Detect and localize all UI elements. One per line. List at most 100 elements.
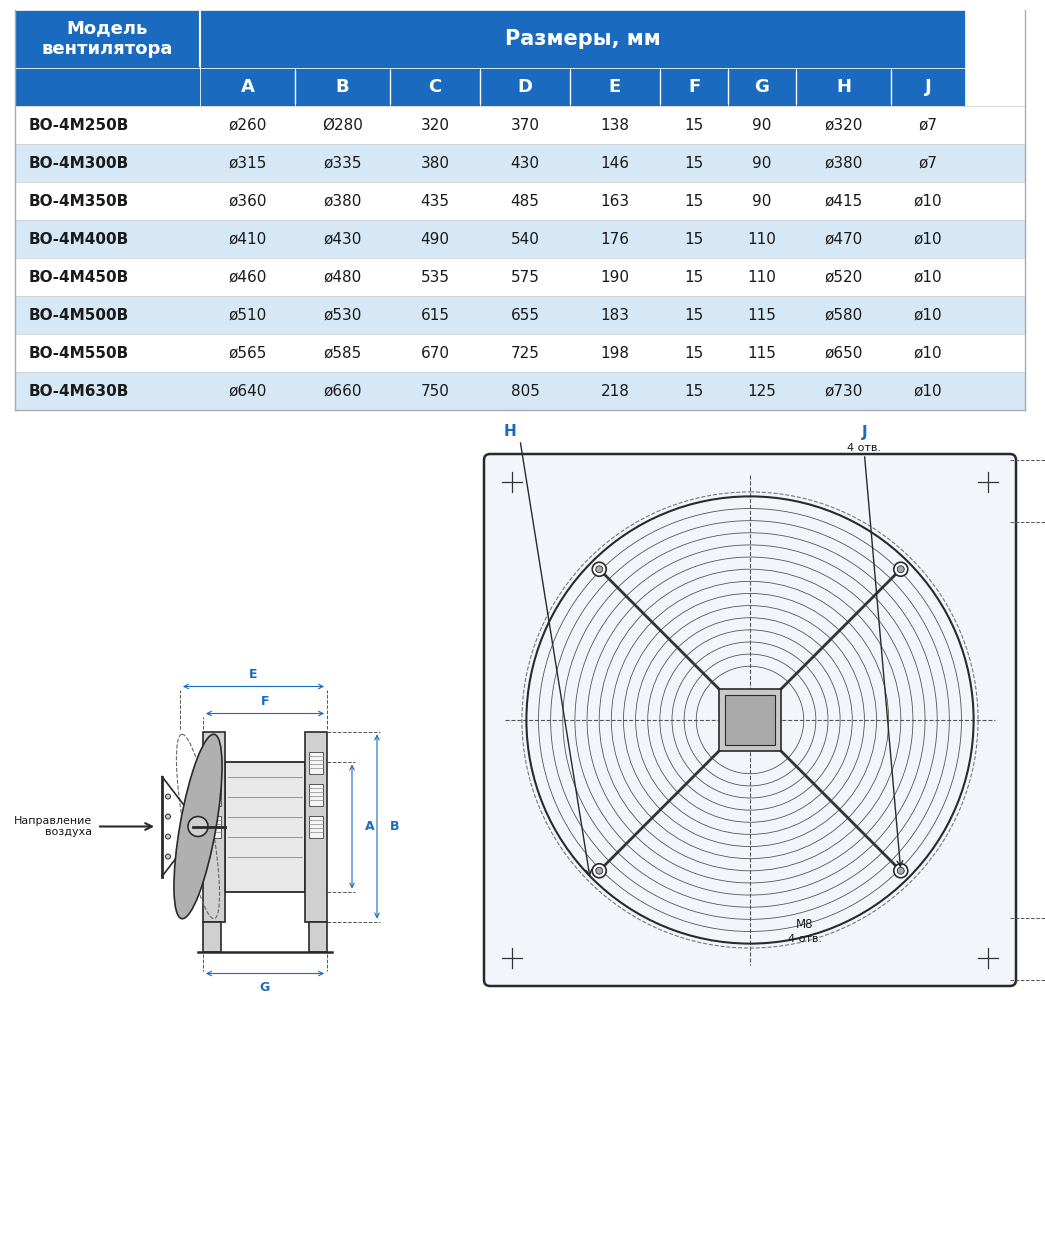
- Text: ВО-4М630В: ВО-4М630В: [29, 383, 130, 398]
- Text: A: A: [240, 78, 254, 96]
- Circle shape: [165, 834, 170, 840]
- Text: ø415: ø415: [825, 193, 862, 208]
- Text: ø580: ø580: [825, 307, 862, 322]
- Text: ВО-4М300В: ВО-4М300В: [29, 155, 130, 170]
- Bar: [15, 296, 1025, 335]
- Bar: [295, 68, 390, 107]
- Bar: [15, 68, 200, 107]
- Text: 535: 535: [420, 269, 449, 284]
- Text: 115: 115: [747, 307, 776, 322]
- Text: J: J: [861, 425, 867, 440]
- Text: ø10: ø10: [913, 269, 943, 284]
- Text: ø10: ø10: [913, 346, 943, 361]
- Text: 190: 190: [601, 269, 629, 284]
- Text: 183: 183: [601, 307, 629, 322]
- Bar: [203, 732, 225, 921]
- Text: E: E: [609, 78, 621, 96]
- Circle shape: [165, 794, 170, 799]
- Text: 615: 615: [420, 307, 449, 322]
- Text: ø10: ø10: [913, 232, 943, 247]
- Text: 218: 218: [601, 383, 629, 398]
- Bar: [309, 816, 323, 837]
- Text: 110: 110: [747, 232, 776, 247]
- Text: 320: 320: [420, 118, 449, 133]
- Text: 540: 540: [511, 232, 539, 247]
- Bar: [15, 10, 200, 68]
- Text: ø730: ø730: [825, 383, 863, 398]
- Text: F: F: [261, 695, 270, 708]
- Text: 146: 146: [601, 155, 629, 170]
- Text: 90: 90: [752, 193, 771, 208]
- Text: 15: 15: [684, 307, 703, 322]
- Bar: [390, 68, 480, 107]
- Text: ø430: ø430: [323, 232, 362, 247]
- Text: ø7: ø7: [919, 118, 937, 133]
- Text: ø315: ø315: [228, 155, 266, 170]
- Bar: [796, 68, 891, 107]
- Text: ВО-4М350В: ВО-4М350В: [29, 193, 130, 208]
- Text: ø320: ø320: [825, 118, 863, 133]
- Text: H: H: [836, 78, 851, 96]
- Text: 90: 90: [752, 155, 771, 170]
- Text: C: C: [428, 78, 442, 96]
- Text: ø650: ø650: [825, 346, 863, 361]
- Text: H: H: [504, 425, 516, 440]
- Bar: [570, 68, 660, 107]
- Text: 176: 176: [601, 232, 629, 247]
- Circle shape: [596, 867, 603, 875]
- Text: 4 отв.: 4 отв.: [788, 933, 822, 944]
- Circle shape: [893, 863, 908, 878]
- Text: ø640: ø640: [228, 383, 266, 398]
- Bar: [309, 783, 323, 806]
- Text: 115: 115: [747, 346, 776, 361]
- Bar: [728, 68, 796, 107]
- Text: ø470: ø470: [825, 232, 862, 247]
- Circle shape: [898, 867, 904, 875]
- Bar: [225, 762, 305, 891]
- Text: ВО-4М550В: ВО-4М550В: [29, 346, 130, 361]
- Text: 750: 750: [420, 383, 449, 398]
- Bar: [207, 752, 220, 773]
- Text: M8: M8: [796, 918, 814, 931]
- Text: 370: 370: [511, 118, 539, 133]
- Text: ø10: ø10: [913, 193, 943, 208]
- Text: 15: 15: [684, 346, 703, 361]
- Text: ø460: ø460: [228, 269, 266, 284]
- Bar: [15, 182, 1025, 221]
- Text: ø260: ø260: [228, 118, 266, 133]
- Text: 125: 125: [747, 383, 776, 398]
- Bar: [660, 68, 728, 107]
- Text: ø10: ø10: [913, 383, 943, 398]
- Text: 15: 15: [684, 269, 703, 284]
- Text: ø510: ø510: [229, 307, 266, 322]
- Text: 198: 198: [601, 346, 629, 361]
- Bar: [480, 68, 570, 107]
- Bar: [305, 732, 327, 921]
- FancyBboxPatch shape: [484, 454, 1016, 986]
- Bar: [309, 752, 323, 773]
- Circle shape: [165, 855, 170, 860]
- Bar: [15, 335, 1025, 372]
- Text: E: E: [250, 668, 258, 680]
- Text: 805: 805: [511, 383, 539, 398]
- Text: D: D: [517, 78, 533, 96]
- Text: ВО-4М250В: ВО-4М250В: [29, 118, 130, 133]
- Text: 15: 15: [684, 383, 703, 398]
- Text: ВО-4М400В: ВО-4М400В: [29, 232, 130, 247]
- Bar: [15, 144, 1025, 182]
- Text: F: F: [688, 78, 700, 96]
- Bar: [891, 68, 965, 107]
- Text: 15: 15: [684, 155, 703, 170]
- Text: ø335: ø335: [323, 155, 362, 170]
- Text: 430: 430: [511, 155, 539, 170]
- Bar: [15, 107, 1025, 144]
- Bar: [15, 258, 1025, 296]
- Text: 90: 90: [752, 118, 771, 133]
- Text: 655: 655: [511, 307, 539, 322]
- Circle shape: [165, 814, 170, 819]
- Bar: [15, 372, 1025, 410]
- Text: ВО-4М500В: ВО-4М500В: [29, 307, 130, 322]
- Text: 575: 575: [511, 269, 539, 284]
- Text: 15: 15: [684, 118, 703, 133]
- Circle shape: [596, 566, 603, 573]
